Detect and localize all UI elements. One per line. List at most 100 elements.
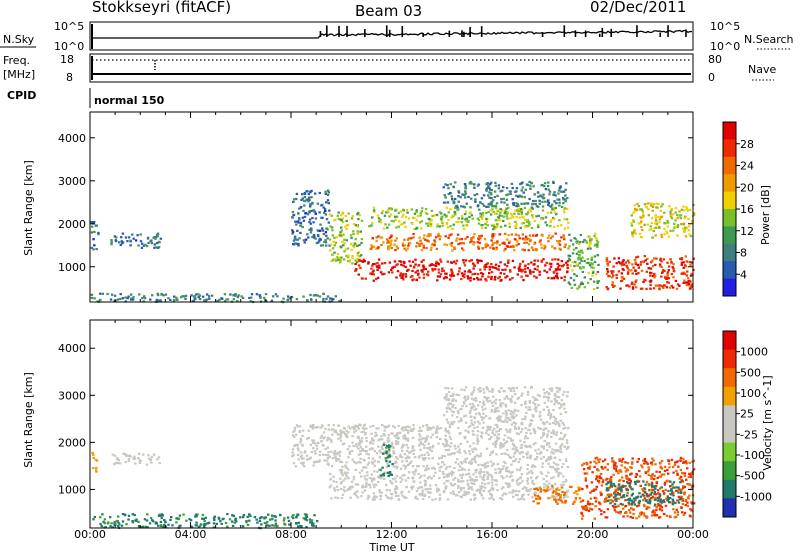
echo-cell [669, 229, 672, 232]
echo-cell [560, 224, 563, 227]
echo-cell [301, 429, 305, 432]
echo-cell [415, 278, 418, 281]
echo-cell [529, 270, 532, 273]
echo-cell [449, 243, 452, 246]
echo-cell [264, 522, 268, 525]
echo-cell [431, 498, 434, 501]
echo-cell [619, 280, 623, 283]
echo-cell [464, 192, 468, 195]
echo-cell [350, 217, 354, 220]
echo-cell [383, 262, 387, 265]
echo-cell [472, 389, 476, 392]
echo-cell [421, 489, 424, 492]
echo-cell [364, 433, 367, 436]
echo-cell [663, 492, 666, 495]
echo-cell [632, 512, 635, 516]
echo-cell [555, 488, 558, 491]
echo-cell [134, 239, 138, 242]
echo-cell [473, 455, 476, 459]
echo-cell [606, 499, 609, 503]
echo-cell [246, 515, 249, 518]
echo-cell [485, 205, 488, 208]
echo-cell [480, 213, 484, 216]
echo-cell [399, 467, 403, 470]
echo-cell [556, 268, 560, 271]
echo-cell [633, 230, 636, 233]
echo-cell [368, 477, 372, 480]
echo-cell [473, 186, 476, 189]
echo-cell [137, 457, 140, 460]
echo-cell [647, 267, 650, 270]
echo-cell [618, 493, 622, 496]
echo-cell [534, 497, 538, 500]
echo-cell [565, 261, 568, 264]
echo-cell [606, 468, 609, 471]
echo-cell [465, 457, 469, 460]
echo-cell [669, 496, 672, 500]
echo-cell [499, 468, 502, 471]
echo-cell [592, 489, 595, 492]
echo-cell [119, 293, 122, 296]
echo-cell [411, 436, 415, 440]
echo-cell [528, 399, 531, 403]
echo-cell [429, 225, 433, 228]
echo-cell [510, 439, 513, 442]
echo-cell [547, 199, 550, 202]
echo-cell [548, 234, 551, 237]
echo-cell [641, 260, 644, 263]
echo-cell [195, 521, 198, 524]
echo-cell [347, 477, 350, 480]
echo-cell [494, 468, 497, 471]
echo-cell [188, 518, 191, 521]
echo-cell [440, 456, 443, 460]
echo-cell [375, 496, 378, 499]
echo-cell [384, 426, 387, 429]
echo-cell [468, 215, 471, 218]
echo-cell [555, 269, 558, 272]
echo-cell [582, 462, 585, 465]
echo-cell [503, 434, 507, 437]
echo-cell [392, 425, 395, 428]
echo-cell [526, 482, 530, 485]
echo-cell [140, 246, 144, 249]
echo-cell [472, 442, 475, 445]
echo-cell [343, 490, 347, 493]
echo-cell [451, 274, 454, 277]
echo-cell [432, 426, 435, 429]
echo-cell [290, 295, 294, 299]
echo-cell [304, 238, 308, 241]
echo-cell [304, 200, 307, 203]
echo-cell [615, 493, 618, 496]
echo-cell [354, 424, 357, 427]
echo-cell [449, 191, 452, 195]
echo-cell [354, 491, 357, 494]
echo-cell [351, 254, 354, 257]
echo-cell [682, 281, 685, 284]
echo-cell [295, 192, 299, 195]
echo-cell [386, 211, 390, 214]
echo-cell [481, 212, 485, 215]
echo-cell [402, 464, 405, 467]
echo-cell [365, 452, 368, 455]
echo-cell [508, 269, 512, 272]
echo-cell [371, 462, 375, 465]
echo-cell [307, 192, 310, 196]
echo-cell [502, 390, 505, 393]
echo-cell [478, 472, 482, 475]
echo-cell [327, 454, 330, 457]
echo-cell [413, 473, 416, 476]
echo-cell [391, 271, 394, 274]
echo-cell [446, 498, 450, 501]
echo-cell [325, 244, 328, 247]
echo-cell [685, 206, 688, 209]
echo-cell [626, 266, 629, 269]
echo-cell [518, 210, 522, 213]
echo-cell [453, 247, 456, 250]
echo-cell [113, 463, 116, 466]
echo-cell [629, 511, 632, 514]
echo-cell [644, 279, 647, 282]
echo-cell [689, 235, 693, 238]
echo-cell [452, 411, 456, 414]
echo-cell [615, 497, 618, 500]
echo-cell [518, 216, 522, 219]
